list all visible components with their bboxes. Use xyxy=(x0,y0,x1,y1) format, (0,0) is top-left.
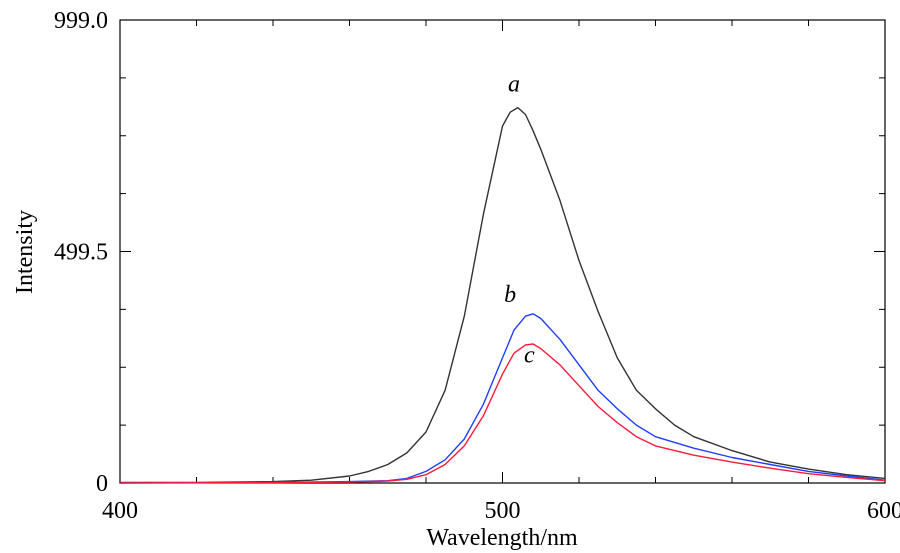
x-axis-title: Wavelength/nm xyxy=(426,525,578,551)
series-annotation-c: c xyxy=(524,342,535,368)
axis-tick-labels: 400 500 600 0 499.5 999.0 xyxy=(54,8,900,524)
y-tick-label: 0 xyxy=(96,471,108,497)
series-lines xyxy=(119,106,886,484)
y-tick-label: 999.0 xyxy=(54,8,108,34)
x-tick-label: 500 xyxy=(485,498,521,524)
series-annotation-b: b xyxy=(504,282,516,308)
plot-frame xyxy=(119,19,886,484)
series-line-c xyxy=(119,343,886,484)
series-annotations: a b c xyxy=(504,71,535,368)
y-tick-label: 499.5 xyxy=(54,240,108,266)
x-tick-label: 600 xyxy=(867,498,900,524)
series-line-b xyxy=(119,313,886,484)
x-tick-label: 400 xyxy=(102,498,138,524)
series-line-a xyxy=(120,106,886,484)
y-axis-title: Intensity xyxy=(12,210,38,294)
series-annotation-a: a xyxy=(508,71,520,97)
axis-ticks xyxy=(119,19,886,484)
